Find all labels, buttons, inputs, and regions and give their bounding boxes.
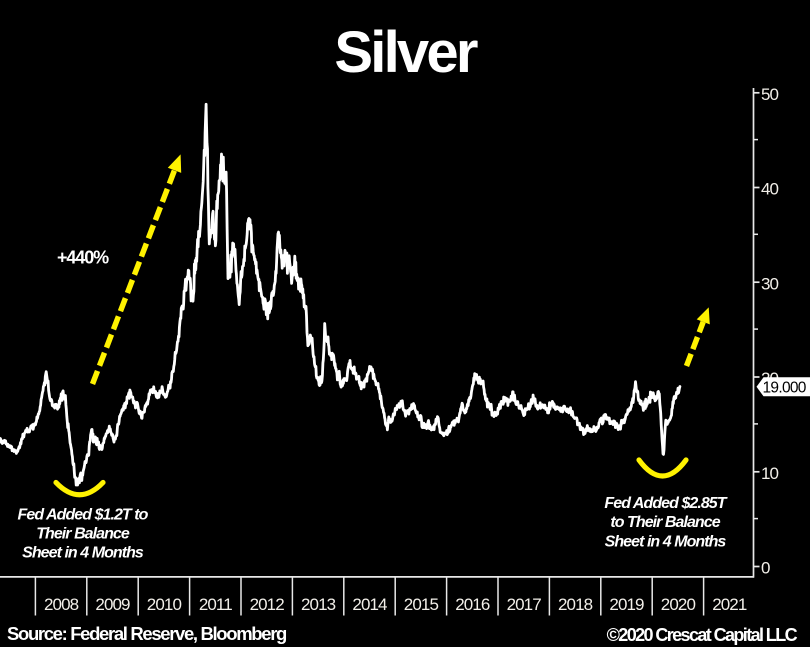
svg-text:2014: 2014 [352,595,387,614]
svg-text:©2020 Crescat Capital LLC: ©2020 Crescat Capital LLC [607,625,798,645]
svg-text:2010: 2010 [147,595,182,614]
svg-text:2021: 2021 [712,595,747,614]
svg-text:10: 10 [761,464,778,483]
svg-text:30: 30 [761,274,778,293]
svg-text:Sheet in 4 Months: Sheet in 4 Months [22,545,144,562]
svg-text:2015: 2015 [404,595,439,614]
svg-text:2008: 2008 [44,595,79,614]
svg-text:2016: 2016 [455,595,490,614]
svg-text:to Their Balance: to Their Balance [610,514,720,531]
svg-text:+440%: +440% [57,248,109,268]
svg-text:2018: 2018 [558,595,593,614]
svg-text:2017: 2017 [507,595,542,614]
svg-text:Their Balance: Their Balance [36,526,130,543]
svg-text:2011: 2011 [199,595,232,614]
svg-text:Fed Added $1.2T to: Fed Added $1.2T to [18,507,149,524]
svg-text:2012: 2012 [250,595,285,614]
svg-text:Fed Added $2.85T: Fed Added $2.85T [604,495,727,512]
svg-text:2019: 2019 [609,595,644,614]
svg-text:2013: 2013 [301,595,336,614]
svg-text:2009: 2009 [95,595,130,614]
svg-text:40: 40 [761,180,778,199]
svg-text:Silver: Silver [334,20,477,85]
svg-text:50: 50 [761,85,778,104]
svg-text:2020: 2020 [661,595,696,614]
svg-text:Sheet in 4 Months: Sheet in 4 Months [605,533,727,550]
svg-text:19.000: 19.000 [763,379,807,396]
svg-text:Source: Federal Reserve, Bloom: Source: Federal Reserve, Bloomberg [7,623,287,644]
svg-text:0: 0 [761,559,770,578]
